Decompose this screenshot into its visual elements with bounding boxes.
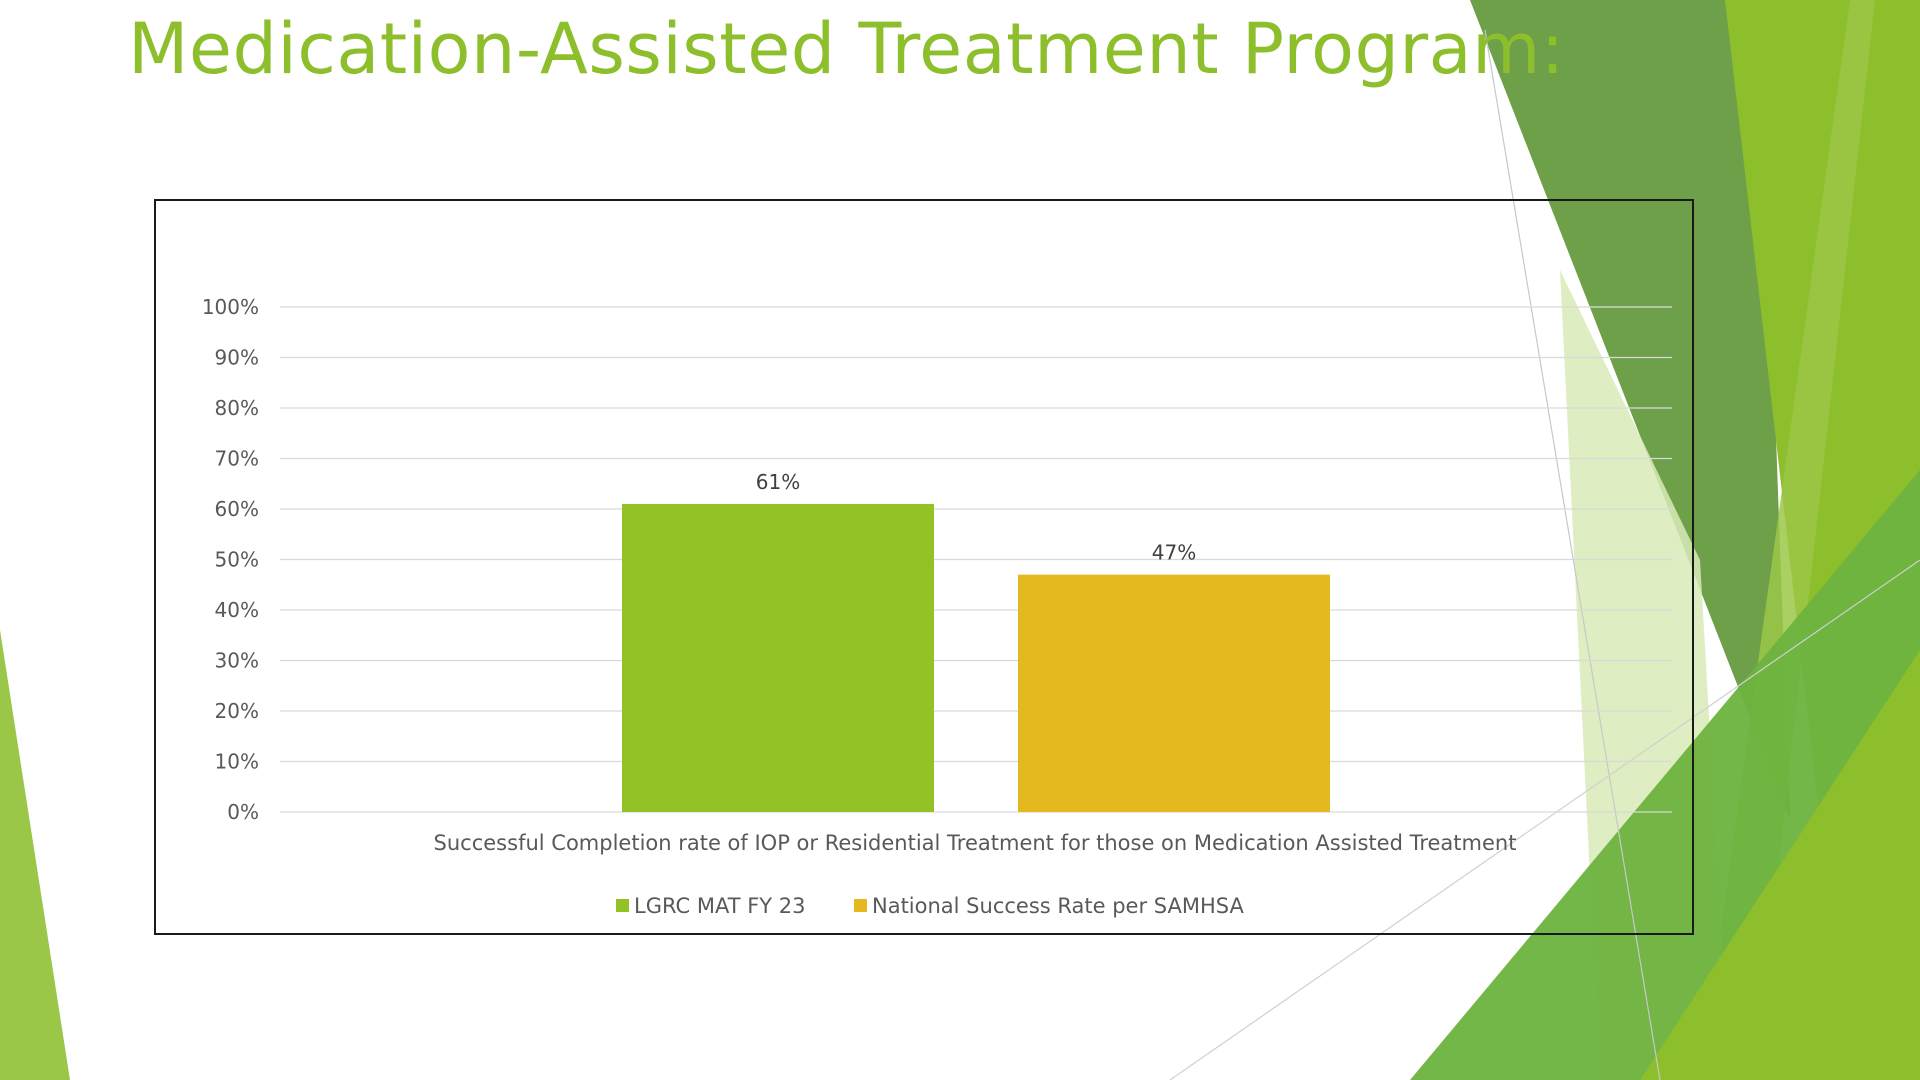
y-tick-label: 90%	[215, 346, 259, 370]
legend-label-series-1: LGRC MAT FY 23	[634, 894, 806, 918]
y-tick-label: 100%	[202, 295, 259, 319]
category-labels: Successful Completion rate of IOP or Res…	[434, 831, 1517, 855]
legend-swatch-series-1	[616, 899, 629, 912]
decor-thin-line-1	[1484, 29, 1661, 1080]
y-tick-label: 70%	[215, 447, 259, 471]
y-tick-label: 30%	[215, 649, 259, 673]
y-tick-label: 50%	[215, 548, 259, 572]
decor-shape-right-dark	[1470, 0, 1790, 820]
legend-swatch-series-2	[854, 899, 867, 912]
y-axis-tick-labels: 0% 10% 20% 30% 40% 50% 60% 70% 80% 90% 100%	[202, 295, 259, 824]
chart-frame	[154, 199, 1694, 935]
bar-series-1	[622, 503, 934, 812]
decor-shape-bottom-bright	[1640, 650, 1920, 1080]
data-labels: 61% 47%	[756, 470, 1196, 565]
y-tick-label: 10%	[215, 750, 259, 774]
y-tick-label: 40%	[215, 598, 259, 622]
legend: LGRC MAT FY 23 National Success Rate per …	[616, 894, 1244, 918]
slide-title: Medication-Assisted Treatment Program:	[128, 8, 1565, 90]
x-category-label: Successful Completion rate of IOP or Res…	[434, 831, 1517, 855]
y-tick-label: 60%	[215, 497, 259, 521]
gridlines	[280, 306, 1672, 813]
bars	[622, 503, 1330, 812]
decor-thin-line-2	[1169, 559, 1920, 1080]
bar-series-2	[1018, 574, 1330, 812]
decor-shape-left	[0, 630, 70, 1080]
y-tick-label: 0%	[227, 800, 259, 824]
y-tick-label: 80%	[215, 396, 259, 420]
y-tick-label: 20%	[215, 699, 259, 723]
legend-label-series-2: National Success Rate per SAMHSA	[872, 894, 1244, 918]
data-label-series-1: 61%	[756, 470, 800, 494]
data-label-series-2: 47%	[1152, 541, 1196, 565]
